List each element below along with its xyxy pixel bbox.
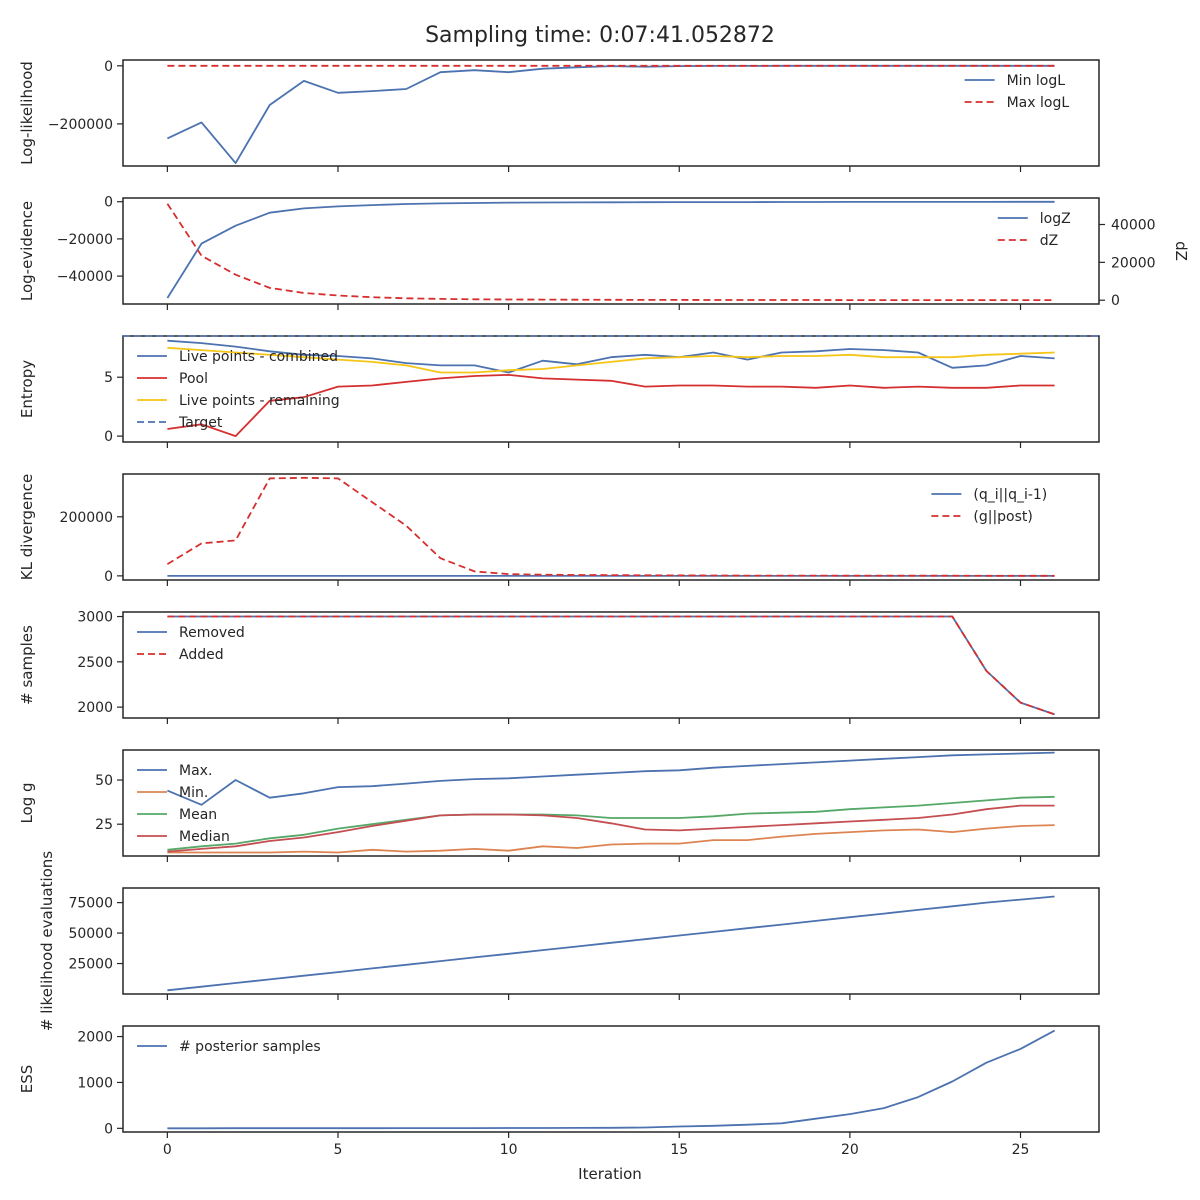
y-tick-label: 25 [95,817,113,833]
axes-frame [122,1025,1100,1133]
y-tick-label: −20000 [57,232,113,248]
legend-label: logZ [1040,211,1071,227]
y-tick-label: 0 [104,195,113,211]
x-tick-label: 0 [163,1142,172,1158]
x-tick-label: 10 [500,1142,518,1158]
y-tick-label: 0 [104,59,113,75]
axes-frame [122,887,1100,995]
legend-label: Target [178,415,223,431]
y-axis-label: Entropy [18,360,36,418]
x-axis-label: Iteration [578,1165,642,1183]
y-axis-label: # samples [18,625,36,705]
legend-label: Live points - remaining [179,393,340,409]
y-tick-label: 50000 [68,926,113,942]
subplot-2: 0 5 Entropy Live points - combined Pool Live … [18,335,1100,448]
y-tick-label: 2500 [77,655,113,671]
y2-tick-label: 20000 [1111,255,1156,271]
series-line-1 [167,373,1055,438]
legend-label: Min logL [1007,73,1066,89]
x-tick-label: 20 [841,1142,859,1158]
axes-frame [122,59,1100,167]
y-axis-label: Log-evidence [18,201,36,301]
y-tick-label: 0 [104,429,113,445]
axes-frame [122,611,1100,719]
figure-title: Sampling time: 0:07:41.052872 [425,23,775,48]
y-tick-label: 2000 [77,1030,113,1046]
series-line-1 [167,615,1055,716]
y-tick-label: 0 [104,1121,113,1137]
y-tick-label: 5 [104,370,113,386]
legend-label: # posterior samples [179,1039,321,1055]
y-tick-label: 75000 [68,896,113,912]
legend-label: dZ [1040,233,1058,249]
x-tick-label: 15 [670,1142,688,1158]
y-tick-label: −200000 [48,117,113,133]
subplot-3: 0 200000 KL divergence (q_i||q_i-1) (g||post… [18,473,1100,586]
series-line-0 [166,200,1055,299]
subplot-6: 25000 50000 75000 # likelihood evaluations [38,851,1100,1031]
x-tick-label: 5 [334,1142,343,1158]
y2-tick-label: 40000 [1111,218,1156,234]
legend-label: Pool [179,371,208,387]
y-tick-label: 1000 [77,1075,113,1091]
legend-label: Min. [179,785,208,801]
legend-label: Removed [179,625,245,641]
legend-label: (q_i||q_i-1) [973,487,1047,503]
axes-frame [122,197,1100,305]
series-line-2 [167,346,1055,374]
legend-label: Mean [179,807,217,823]
series-line-0 [167,1029,1056,1130]
series-line-2 [167,795,1055,851]
y-tick-label: 2000 [77,700,113,716]
legend-label: Max. [179,763,212,779]
y-axis-label: ESS [18,1065,36,1094]
series-line-0 [167,615,1055,716]
y-tick-label: −40000 [57,269,113,285]
subplot-5: 25 50 Log g Max. Min. Mean Median [18,749,1100,862]
series-line-1 [167,824,1055,854]
axes-frame [122,473,1100,581]
series-line-1 [166,203,1055,302]
subplot-7: 0 5 10 15 20 25 0 1000 2000 ESS # posterior sample… [18,1025,1100,1158]
y-axis-label: KL divergence [18,474,36,580]
series-line-0 [167,751,1055,806]
legend-label: Added [179,647,224,663]
y2-tick-label: 0 [1111,293,1120,309]
series-line-3 [167,804,1055,853]
legend-label: Max logL [1007,95,1070,111]
y-tick-label: 3000 [77,610,113,626]
y-tick-label: 200000 [60,510,113,526]
series-line-1 [166,476,1055,577]
y-axis-label: # likelihood evaluations [38,851,56,1031]
y-axis-label: Log-likelihood [18,61,36,165]
subplot-1: 0 −20000 −40000 Log-evidence 0 20000 40000 dZ lo… [18,195,1190,310]
legend-label: (g||post) [973,509,1032,525]
subplot-4: 2000 2500 3000 # samples Removed Added [18,610,1100,724]
x-tick-label: 25 [1012,1142,1030,1158]
legend-label: Median [179,829,230,845]
series-line-0 [167,339,1055,374]
y-axis-label: Log g [18,782,36,823]
y2-axis-label: dZ [1172,241,1190,261]
y-tick-label: 0 [104,569,113,585]
series-line-0 [167,64,1055,165]
y-tick-label: 25000 [68,957,113,973]
axes-frame [122,749,1100,857]
series-line-0 [167,895,1055,992]
legend-label: Live points - combined [179,349,338,365]
subplot-0: 0 −200000 Log-likelihood Min logL Max logL [18,59,1100,172]
y-tick-label: 50 [95,773,113,789]
